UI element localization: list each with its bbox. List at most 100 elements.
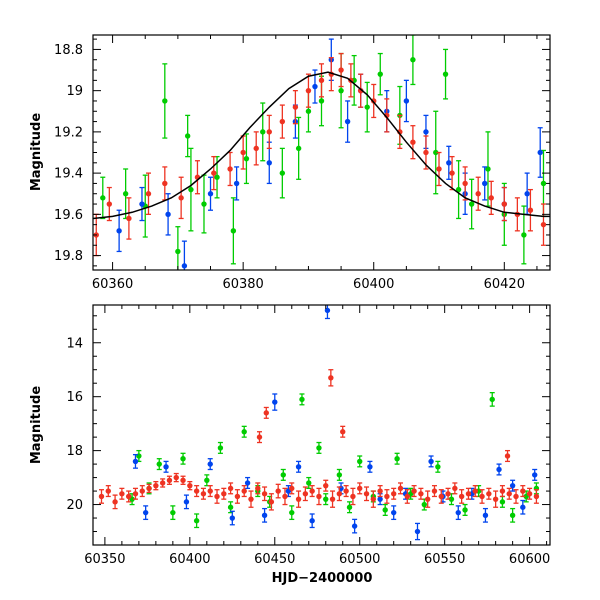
top-y-tick-label: 19.2 bbox=[54, 125, 83, 140]
bottom-series-2-point bbox=[340, 425, 346, 438]
bottom-x-tick-label: 60600 bbox=[509, 552, 550, 567]
top-series-1-point bbox=[537, 127, 543, 178]
top-series-2-point bbox=[540, 203, 547, 246]
bottom-series-1-point bbox=[132, 454, 139, 469]
top-series-0-point bbox=[351, 54, 357, 106]
bottom-series-2-point bbox=[248, 490, 254, 508]
bottom-series-2-point bbox=[411, 485, 417, 498]
bottom-series-2-point bbox=[153, 480, 159, 491]
bottom-series-2-point bbox=[227, 482, 234, 495]
bottom-series-2-point bbox=[506, 487, 512, 500]
bottom-series-2-point bbox=[465, 487, 472, 500]
bottom-series-2-point bbox=[533, 489, 540, 504]
top-series-1-point bbox=[181, 240, 188, 270]
bottom-series-2-point bbox=[323, 479, 329, 492]
top-x-tick-label: 60420 bbox=[484, 277, 525, 292]
top-series-1-point bbox=[207, 176, 214, 211]
bottom-series-0-point bbox=[217, 441, 224, 454]
bottom-series-0-point bbox=[156, 458, 162, 471]
top-x-tick-label: 60360 bbox=[92, 277, 133, 292]
bottom-series-2-point bbox=[452, 482, 458, 495]
bottom-series-0-point bbox=[306, 476, 312, 490]
top-series-2-point bbox=[106, 186, 113, 222]
top-series-2-point bbox=[410, 125, 416, 160]
top-data-marks bbox=[93, 35, 550, 270]
bottom-series-0-point bbox=[316, 441, 322, 454]
top-series-2-point bbox=[266, 114, 272, 150]
bottom-series-2-point bbox=[309, 485, 315, 498]
bottom-series-0-point bbox=[435, 460, 441, 473]
bottom-series-0-point bbox=[299, 393, 305, 406]
top-series-0-point bbox=[279, 147, 286, 199]
top-y-tick-label: 19.8 bbox=[54, 249, 83, 264]
top-series-2-point bbox=[279, 104, 286, 139]
top-series-1-point bbox=[344, 100, 351, 143]
bottom-series-2-point bbox=[458, 489, 465, 504]
top-y-tick-label: 19.4 bbox=[54, 167, 83, 182]
top-series-2-point bbox=[253, 131, 259, 166]
top-x-tick-label: 60380 bbox=[222, 277, 263, 292]
top-series-0-point bbox=[122, 168, 129, 220]
top-model-curve bbox=[93, 71, 550, 220]
top-series-1-point bbox=[482, 166, 488, 201]
top-y-tick-label: 19.6 bbox=[54, 208, 83, 223]
bottom-series-2-point bbox=[200, 487, 207, 500]
bottom-series-0-point bbox=[323, 493, 329, 506]
top-light-curve-panel: 60360 60380 60400 60420 18.8 19 19.2 19.4 19.6 19… bbox=[29, 34, 551, 292]
bottom-series-2-point bbox=[438, 489, 444, 504]
bottom-series-2-point bbox=[504, 449, 511, 463]
top-series-1-point bbox=[165, 193, 171, 236]
bottom-series-2-point bbox=[336, 486, 343, 502]
bottom-series-1-point bbox=[414, 522, 421, 541]
bottom-series-2-point bbox=[316, 487, 322, 506]
bottom-series-2-point bbox=[125, 490, 132, 503]
top-series-0-point bbox=[433, 110, 439, 195]
bottom-series-0-point bbox=[193, 513, 200, 529]
top-series-2-point bbox=[462, 166, 468, 201]
top-series-0-point bbox=[468, 178, 475, 230]
bottom-series-2-point bbox=[263, 406, 269, 419]
top-series-2-point bbox=[449, 155, 455, 191]
bottom-series-1-point bbox=[496, 463, 502, 476]
bottom-axis-ticks: 60350 60400 60450 60500 60550 60600 14 16 18 20 bbox=[66, 305, 550, 567]
bottom-series-2-point bbox=[295, 490, 302, 508]
bottom-series-2-point bbox=[241, 485, 247, 498]
bottom-plot-frame bbox=[92, 304, 551, 546]
top-axis-ticks: 60360 60380 60400 60420 18.8 19 19.2 19.4 19.6 19… bbox=[54, 35, 550, 292]
top-series-2-point bbox=[475, 176, 481, 211]
bottom-series-2-point bbox=[472, 485, 478, 498]
bottom-series-2-point bbox=[520, 485, 526, 498]
top-series-0-point bbox=[442, 48, 449, 100]
bottom-series-2-point bbox=[350, 487, 356, 506]
bottom-series-1-point bbox=[142, 505, 149, 521]
bottom-series-2-point bbox=[513, 489, 519, 504]
top-series-0-point bbox=[260, 102, 266, 162]
bottom-series-2-point bbox=[275, 483, 281, 499]
bottom-series-1-point bbox=[391, 505, 397, 521]
top-y-axis-label: Magnitude bbox=[29, 113, 44, 192]
bottom-series-1-point bbox=[520, 499, 526, 515]
bottom-series-2-point bbox=[377, 485, 383, 498]
bottom-series-2-point bbox=[119, 487, 125, 500]
top-series-2-point bbox=[240, 135, 246, 170]
top-series-0-point bbox=[377, 52, 383, 96]
top-x-tick-label: 60400 bbox=[353, 277, 394, 292]
bottom-series-2-point bbox=[166, 475, 173, 485]
top-series-2-point bbox=[126, 197, 132, 240]
bottom-series-0-point bbox=[448, 493, 455, 506]
bottom-series-2-point bbox=[404, 489, 410, 504]
bottom-y-axis-label: Magnitude bbox=[29, 386, 44, 465]
bottom-series-0-point bbox=[280, 468, 286, 481]
top-series-0-point bbox=[364, 81, 370, 133]
bottom-series-1-point bbox=[482, 507, 489, 523]
bottom-series-1-point bbox=[324, 305, 331, 320]
top-series-1-point bbox=[116, 209, 122, 253]
bottom-series-2-point bbox=[397, 482, 404, 495]
bottom-series-2-point bbox=[282, 487, 288, 506]
top-series-0-point bbox=[521, 205, 527, 265]
top-series-2-point bbox=[501, 186, 507, 222]
top-series-2-point bbox=[357, 73, 364, 108]
bottom-series-1-point bbox=[229, 510, 236, 526]
top-y-tick-label: 18.8 bbox=[54, 43, 83, 58]
bottom-series-0-point bbox=[346, 501, 353, 514]
